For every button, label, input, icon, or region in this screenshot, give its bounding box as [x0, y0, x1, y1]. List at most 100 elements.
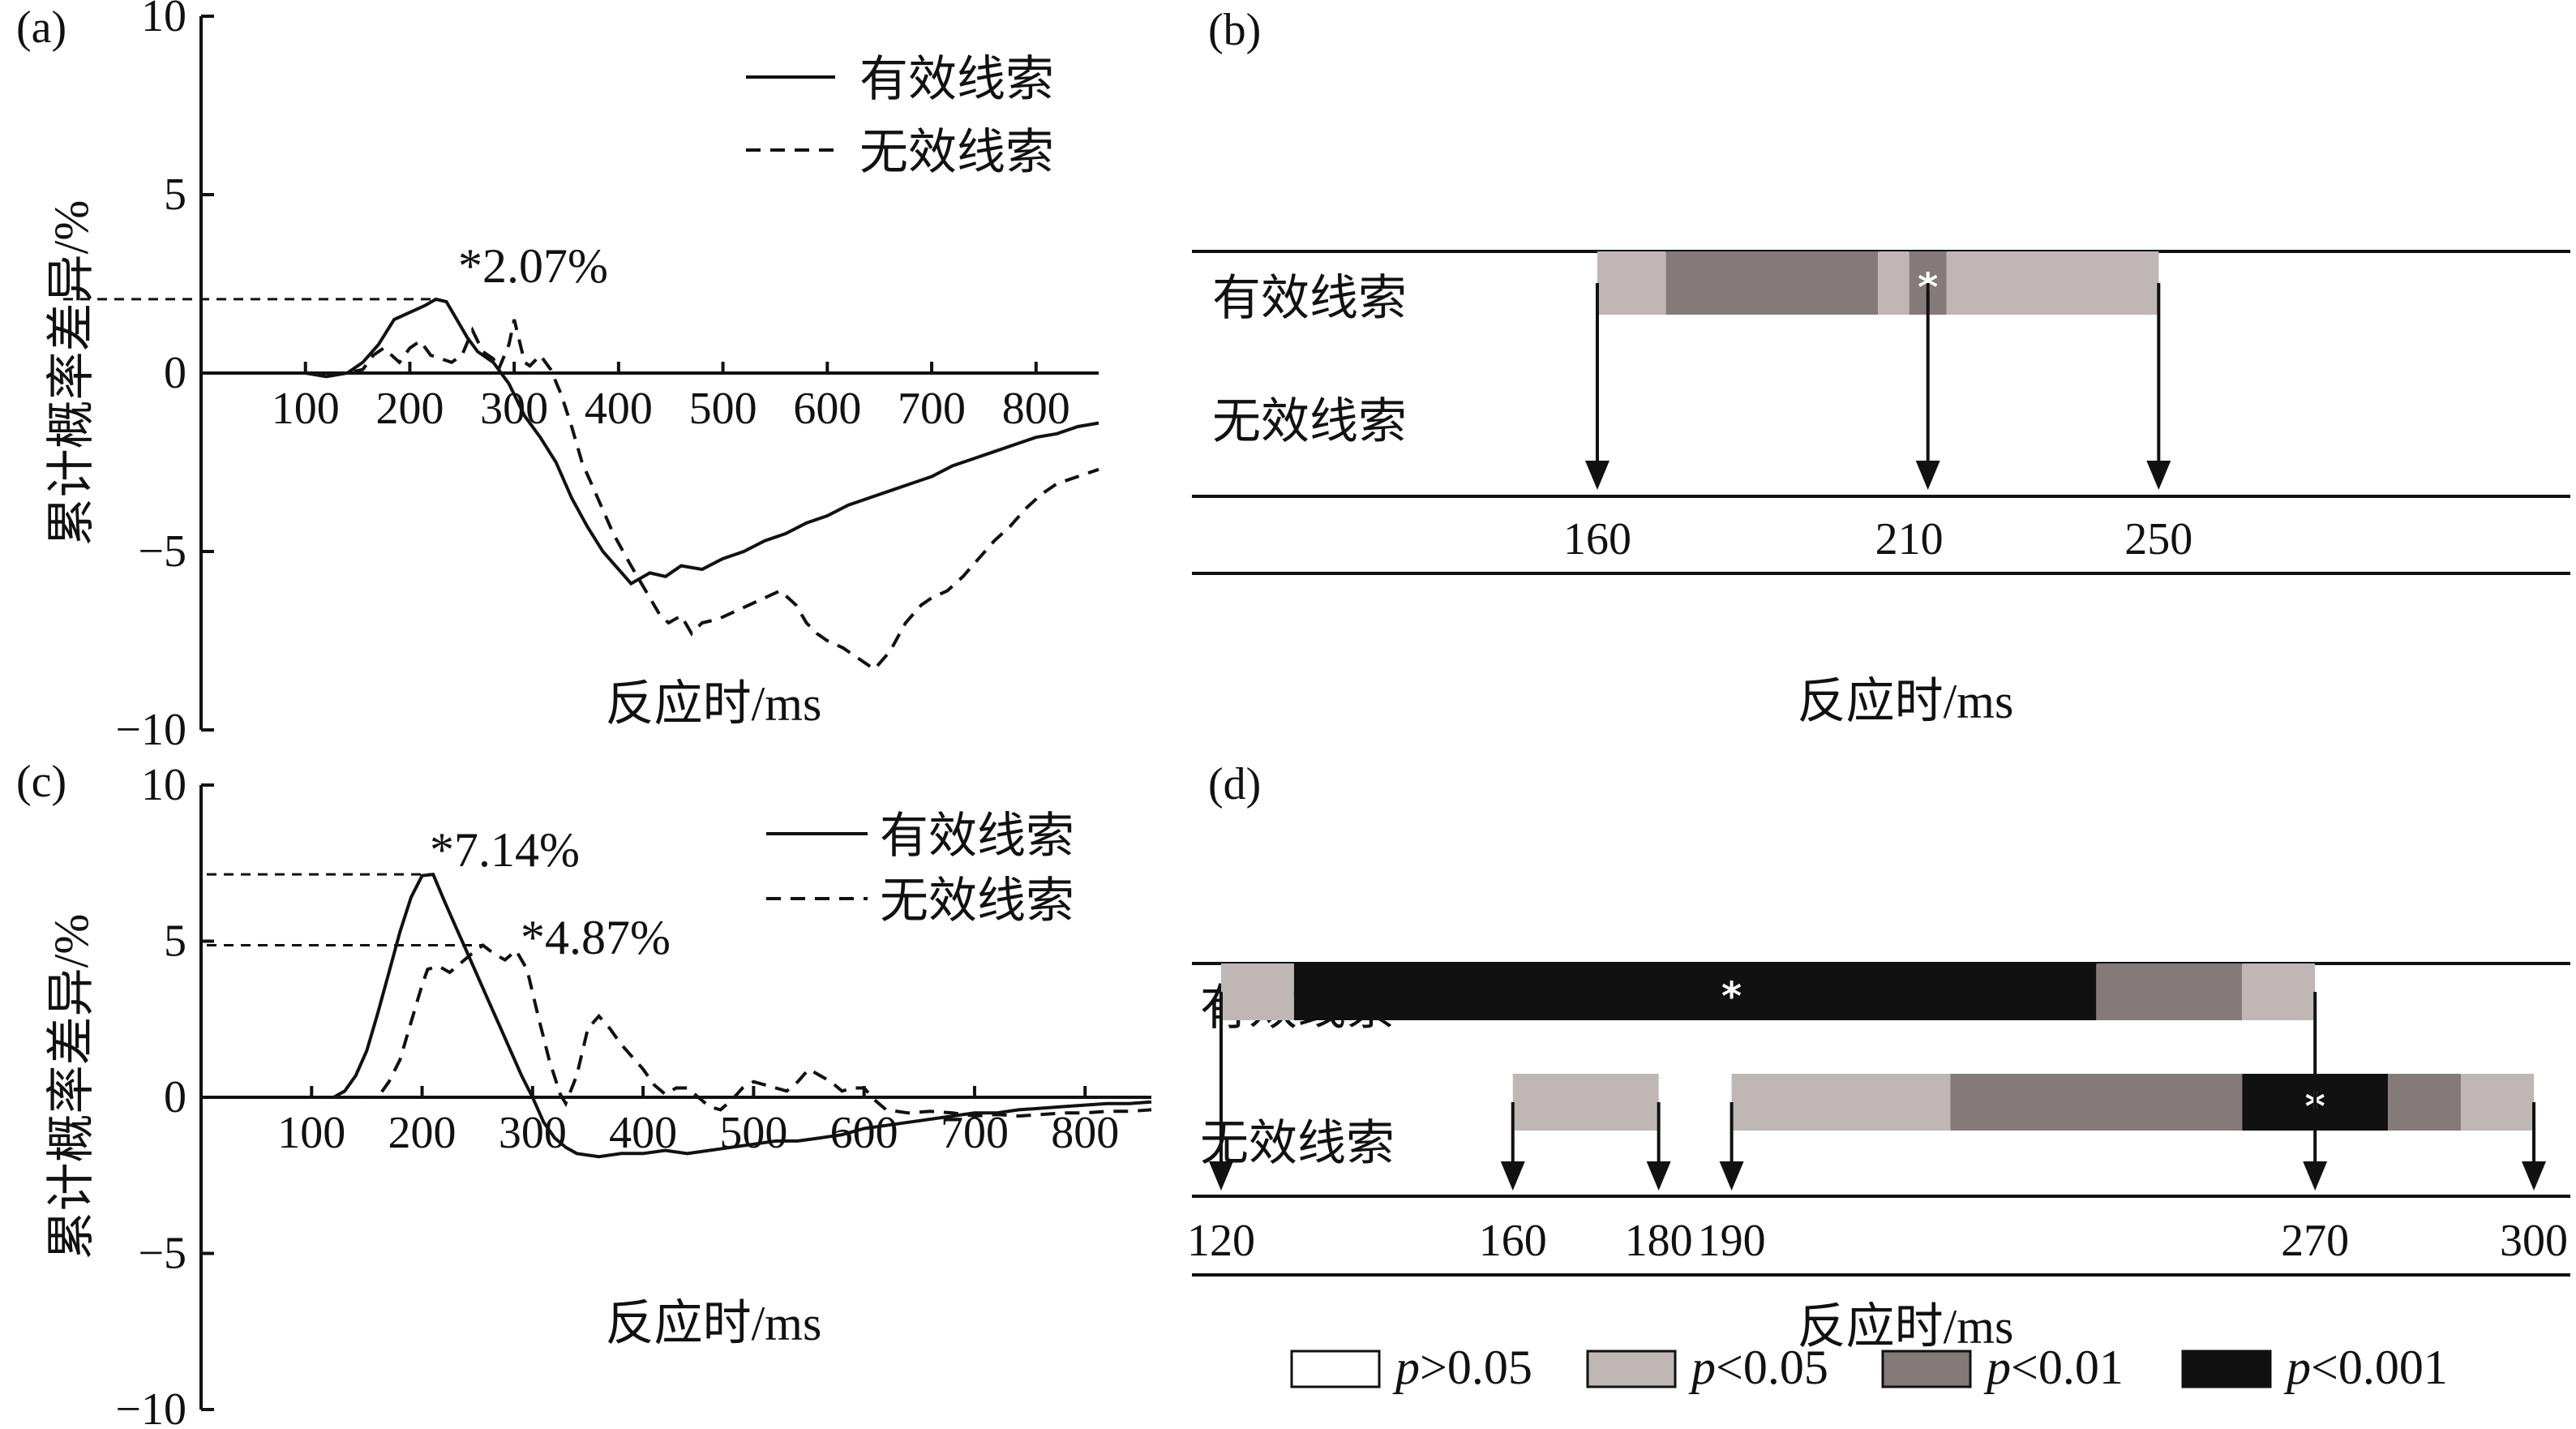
panel-c-ylabel: 累计概率差异/%: [45, 914, 98, 1260]
legend-label-p05: p<0.05: [1688, 1341, 1828, 1394]
significance-segment-p05: [1220, 963, 1294, 1020]
panel-c-yticks: 10 5 0 −5 −10: [115, 760, 214, 1429]
y-tick-label: 5: [164, 916, 186, 967]
y-tick-label: 0: [164, 348, 186, 398]
panel-a-letter: (a): [16, 2, 66, 53]
panel-a-curves: [63, 297, 1099, 672]
series-invalid-cue-line: [305, 319, 1099, 672]
legend-threshold: >0.05: [1420, 1341, 1532, 1394]
series-invalid-cue-line: [311, 942, 1152, 1118]
legend-p-symbol: p: [1688, 1341, 1716, 1394]
onset-tick-label: 160: [1563, 514, 1631, 564]
y-tick-label: 0: [164, 1072, 186, 1122]
y-tick-label: −10: [115, 705, 186, 755]
x-tick-label: 600: [793, 384, 861, 434]
panel-b-arrows: [1585, 283, 2171, 490]
x-tick-label: 800: [1051, 1108, 1119, 1158]
panel-c-annotation-invalid: *4.87%: [521, 911, 671, 964]
panel-d-arrows: [1208, 992, 2547, 1191]
legend-invalid-label: 无效线索: [859, 126, 1054, 179]
panel-b-bars: *: [1597, 251, 2159, 315]
y-tick-label: −10: [115, 1384, 186, 1429]
legend-threshold: <0.001: [2311, 1341, 2448, 1394]
significance-segment-p05: [1878, 251, 1909, 315]
significance-segment-p05: [1731, 1074, 1951, 1131]
onset-arrow-head: [1915, 461, 1940, 490]
significance-segment-p01: [2096, 963, 2243, 1020]
significance-segment-p01: [2388, 1074, 2462, 1131]
legend-p-symbol: p: [1392, 1341, 1420, 1394]
legend-swatch-p01: [1881, 1350, 1972, 1388]
onset-tick-label: 250: [2124, 514, 2192, 564]
x-tick-label: 600: [830, 1108, 898, 1158]
panel-d-bars: **: [1220, 963, 2535, 1131]
significance-segment-p05: [2242, 963, 2316, 1020]
legend-threshold: <0.05: [1716, 1341, 1828, 1394]
panel-a-annotation-peak: *2.07%: [458, 239, 608, 293]
y-tick-label: 10: [141, 0, 186, 41]
legend-valid-label: 有效线索: [859, 53, 1054, 106]
panel-b-ticks: 160 210 250: [1563, 514, 2192, 564]
legend-label-p01: p<0.01: [1983, 1341, 2124, 1394]
legend-p-symbol: p: [2283, 1341, 2311, 1394]
onset-tick-label: 180: [1625, 1216, 1693, 1266]
panel-c-annotation-valid: *7.14%: [430, 823, 580, 877]
legend-invalid-label: 无效线索: [880, 874, 1074, 928]
panel-d-letter: (d): [1208, 759, 1261, 809]
panel-a-yticks: 10 5 0 −5 −10: [115, 0, 214, 755]
significance-star: *: [1721, 974, 1742, 1019]
panel-c-legend: 有效线索 无效线索: [766, 809, 1074, 928]
x-tick-label: 100: [277, 1108, 345, 1158]
panel-c-xlabel: 反应时/ms: [606, 1297, 822, 1350]
onset-arrow-head: [1208, 1161, 1233, 1191]
panel-d-xlabel: 反应时/ms: [1798, 1300, 2014, 1354]
x-tick-label: 400: [585, 384, 653, 434]
onset-tick-label: 160: [1479, 1216, 1547, 1266]
onset-arrow-head: [1585, 461, 1609, 490]
panel-a-xticks: 100 200 300 400 500 600 700 800: [272, 362, 1070, 434]
legend-swatch-p001: [2181, 1350, 2272, 1388]
legend-swatch-p_ns: [1290, 1350, 1381, 1388]
legend-label-p001: p<0.001: [2283, 1341, 2448, 1394]
x-tick-label: 700: [898, 384, 966, 434]
onset-arrow-head: [1500, 1161, 1525, 1191]
x-tick-label: 200: [388, 1108, 456, 1158]
x-tick-label: 200: [375, 384, 444, 434]
panel-c-letter: (c): [16, 757, 66, 807]
legend-valid-label: 有效线索: [880, 809, 1074, 863]
onset-tick-label: 120: [1187, 1216, 1255, 1266]
y-tick-label: −5: [138, 526, 186, 577]
significance-segment-p05: [1946, 251, 2159, 315]
panel-c-curves: [207, 872, 1152, 1159]
y-tick-label: −5: [138, 1229, 186, 1279]
legend-label-p_ns: p>0.05: [1392, 1341, 1532, 1394]
significance-segment-p01: [1950, 1074, 2243, 1131]
legend-p-symbol: p: [1983, 1341, 2011, 1394]
significance-segment-p001: [1293, 963, 2097, 1020]
x-tick-label: 500: [689, 384, 757, 434]
x-tick-label: 500: [719, 1108, 787, 1158]
panel-b: (b) 有效线索 无效线索 * 160 210 250 反应时/ms: [1192, 5, 2570, 728]
x-tick-label: 800: [1002, 384, 1070, 434]
onset-tick-label: 300: [2500, 1216, 2568, 1266]
onset-arrow-head: [2522, 1161, 2547, 1191]
significance-segment-p05: [1597, 251, 1666, 315]
onset-tick-label: 270: [2281, 1216, 2349, 1266]
significance-segment-p05: [1512, 1074, 1659, 1131]
panel-a-ylabel: 累计概率差异/%: [45, 200, 98, 547]
panel-c-xticks: 100 200 300 400 500 600 700 800: [277, 1086, 1119, 1158]
y-tick-label: 5: [164, 170, 186, 220]
x-tick-label: 100: [272, 384, 340, 434]
panel-b-letter: (b): [1208, 5, 1261, 55]
panel-d-ticks: 120 160 180 190 270 300: [1187, 1216, 2568, 1266]
panel-b-row-invalid: 无效线索: [1212, 395, 1407, 448]
onset-tick-label: 190: [1698, 1216, 1766, 1266]
legend-threshold: <0.01: [2011, 1341, 2124, 1394]
panel-b-row-valid: 有效线索: [1212, 272, 1407, 325]
onset-arrow-head: [1719, 1161, 1744, 1191]
onset-arrow-head: [2146, 461, 2171, 490]
significance-segment-p01: [1665, 251, 1879, 315]
